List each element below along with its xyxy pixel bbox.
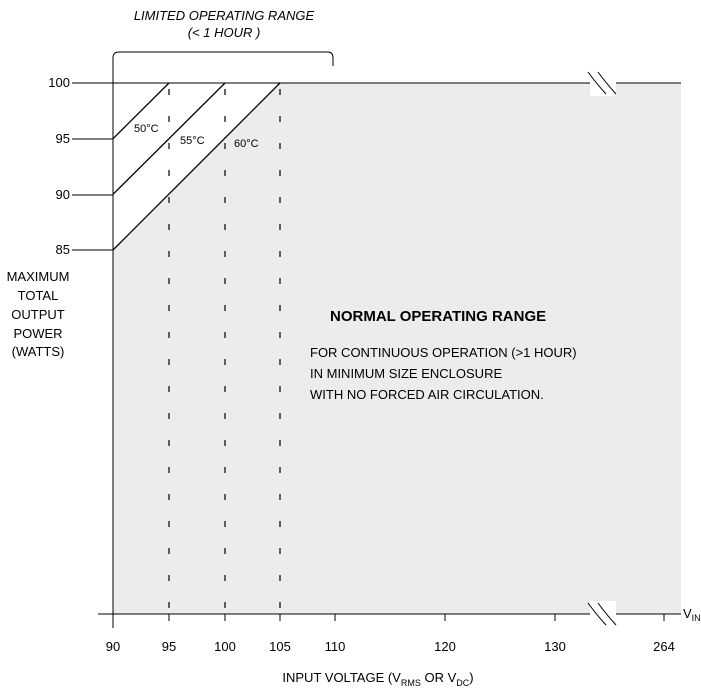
series-line: [112, 82, 281, 251]
y-label-line-1: MAXIMUM: [7, 269, 70, 284]
y-axis-label: MAXIMUM TOTAL OUTPUT POWER (WATTS): [7, 269, 70, 359]
x-tick-label: 130: [544, 639, 566, 654]
normal-range-title: NORMAL OPERATING RANGE: [330, 308, 546, 325]
y-ticks: 100 95 90 85: [48, 75, 113, 257]
y-label-line-3: OUTPUT: [11, 307, 65, 322]
x-tick-label: 120: [434, 639, 456, 654]
y-tick-label: 85: [56, 242, 70, 257]
y-label-line-4: POWER: [13, 326, 62, 341]
y-label-line-2: TOTAL: [18, 288, 59, 303]
normal-range-line-2: IN MINIMUM SIZE ENCLOSURE: [310, 366, 502, 381]
temperature-lines: [112, 82, 281, 251]
series-label-60c: 60°C: [234, 138, 259, 150]
series-label-55c: 55°C: [180, 135, 205, 147]
x-tick-label: 110: [325, 639, 346, 654]
x-tick-label: 105: [269, 639, 291, 654]
x-tick-label: 95: [162, 639, 176, 654]
y-tick-label: 95: [56, 131, 70, 146]
x-ticks: 90 95 100 105 110 120 130 264: [106, 614, 675, 654]
normal-operating-area: [113, 83, 681, 614]
series-line: [112, 82, 226, 195]
x-axis-end-label: VIN: [683, 606, 701, 623]
y-label-line-5: (WATTS): [12, 344, 65, 359]
x-axis-label: INPUT VOLTAGE (VRMS OR VDC): [282, 670, 473, 688]
x-axis-break-icon: [587, 601, 617, 627]
series-line: [112, 82, 170, 140]
limited-range-title: LIMITED OPERATING RANGE: [134, 8, 315, 23]
x-tick-label: 90: [106, 639, 120, 654]
series-label-50c: 50°C: [134, 123, 159, 135]
x-tick-label: 264: [653, 639, 675, 654]
limited-range-subtitle: (< 1 HOUR ): [188, 25, 261, 40]
limited-range-bracket: [112, 51, 334, 66]
normal-range-line-1: FOR CONTINUOUS OPERATION (>1 HOUR): [310, 345, 577, 360]
x-tick-label: 100: [214, 639, 236, 654]
y-tick-label: 90: [56, 187, 70, 202]
normal-range-line-3: WITH NO FORCED AIR CIRCULATION.: [310, 387, 544, 402]
voltage-guide-lines: [168, 83, 281, 614]
y-tick-label: 100: [48, 75, 70, 90]
top-break-icon: [587, 70, 617, 96]
